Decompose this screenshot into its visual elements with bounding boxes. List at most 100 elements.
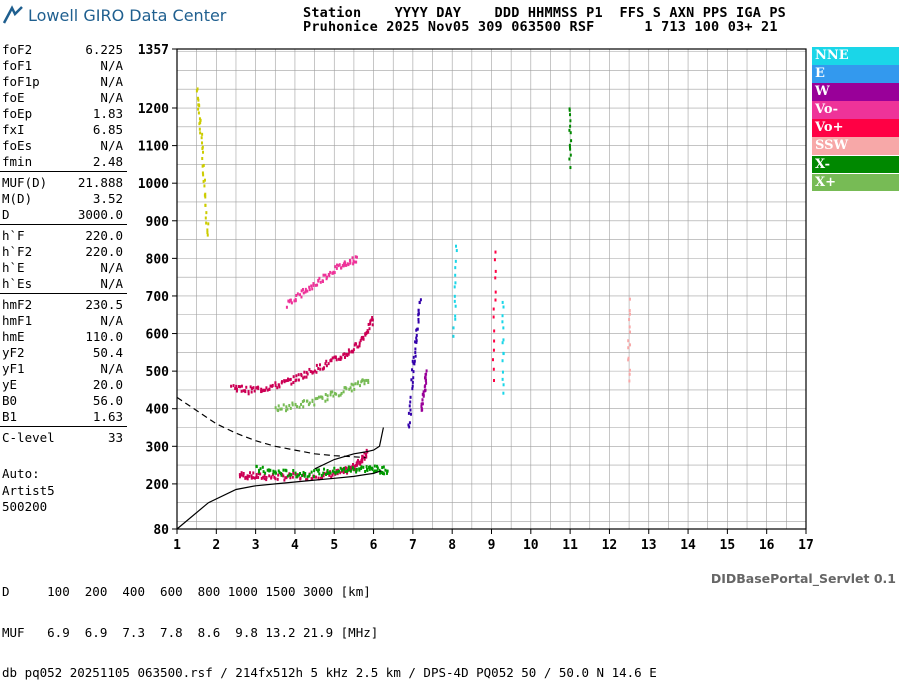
legend-item: Vo+ [812, 119, 899, 137]
legend-item: Vo- [812, 101, 899, 119]
param-value: N/A [100, 260, 123, 275]
echo-point [628, 330, 631, 334]
echo-point [628, 325, 631, 329]
param-name: hmE [2, 329, 25, 344]
echo-point [362, 337, 365, 341]
echo-point [235, 384, 238, 388]
echo-point [452, 334, 455, 338]
y-tick-label: 900 [146, 215, 170, 230]
echo-point [628, 372, 631, 376]
echo-point [328, 471, 331, 475]
echo-point [288, 378, 291, 382]
echo-point [326, 469, 329, 473]
echo-point [492, 367, 495, 371]
echo-point [285, 409, 288, 413]
echo-point [343, 466, 346, 470]
echo-point [340, 266, 343, 270]
echo-point [247, 390, 250, 394]
echo-point [327, 272, 330, 276]
echo-point [297, 378, 300, 382]
param-name: D [2, 207, 10, 222]
echo-point [283, 380, 286, 384]
echo-point [412, 361, 415, 365]
echo-point [258, 468, 261, 472]
echo-point [424, 378, 427, 382]
echo-point [240, 389, 243, 393]
echo-point [201, 157, 204, 161]
echo-point [337, 264, 340, 268]
echo-point [360, 457, 363, 461]
echo-point [266, 388, 269, 392]
echo-point [324, 273, 327, 277]
echo-point [417, 320, 420, 324]
servlet-label: DIDBasePortal_Servlet 0.1 [710, 571, 896, 586]
echo-point [425, 381, 428, 385]
echo-point [320, 476, 323, 480]
echo-point [627, 339, 630, 343]
x-tick-label: 5 [330, 538, 338, 553]
echo-point [360, 466, 363, 470]
echo-point [306, 372, 309, 376]
echo-point [265, 478, 268, 482]
echo-point [277, 383, 280, 387]
echo-point [197, 107, 200, 111]
echo-point [312, 282, 315, 286]
echo-point [249, 385, 252, 389]
echo-point [289, 298, 292, 302]
echo-point [286, 407, 289, 411]
echo-point [352, 467, 355, 471]
echo-point [314, 397, 317, 401]
echo-point [246, 477, 249, 481]
echo-point [424, 384, 427, 388]
echo-point [203, 178, 206, 182]
echo-point [297, 373, 300, 377]
echo-point [198, 127, 201, 131]
echo-point [315, 363, 318, 367]
echo-point [416, 327, 419, 331]
x-tick-label: 9 [488, 538, 496, 553]
echo-point [408, 404, 411, 408]
echo-point [303, 375, 306, 379]
echo-point [237, 385, 240, 389]
echo-point [317, 477, 320, 481]
param-value: 230.5 [85, 297, 123, 312]
echo-point [268, 387, 271, 391]
legend-item: X+ [812, 173, 899, 192]
echo-point [289, 476, 292, 480]
param-name: yF1 [2, 361, 25, 376]
echo-point [268, 469, 271, 473]
echo-point [289, 406, 292, 410]
echo-point [424, 388, 427, 392]
echo-point [419, 298, 422, 302]
echo-point [493, 329, 496, 333]
echo-point [295, 475, 298, 479]
echo-point [362, 335, 365, 339]
param-row: hmF2 230.5 [0, 297, 127, 313]
echo-point [296, 292, 299, 296]
echo-point [501, 370, 504, 374]
echo-point [315, 475, 318, 479]
param-name: fxI [2, 122, 25, 137]
echo-point [274, 471, 277, 475]
echo-point [351, 463, 354, 467]
echo-point [420, 404, 423, 408]
echo-point [356, 460, 359, 464]
echo-point [280, 473, 283, 477]
echo-point [417, 308, 420, 312]
echo-point [311, 477, 314, 481]
y-tick-label: 600 [146, 328, 170, 343]
echo-point [285, 469, 288, 473]
echo-point [407, 411, 410, 415]
echo-point [313, 403, 316, 407]
echo-point [274, 381, 277, 385]
echo-point [502, 383, 505, 387]
param-row: yE 20.0 [0, 377, 127, 393]
echo-point [202, 163, 205, 167]
echo-point [324, 362, 327, 366]
echo-point [305, 375, 308, 379]
param-value: 20.0 [92, 377, 123, 392]
ionogram-area: 1 2 3 4 5 6 7 8 9 10 11 12 13 14 15 16 17 80 200 300 400 500 6… [138, 43, 814, 553]
echo-point [242, 471, 245, 475]
x-tick-label: 1 [173, 538, 181, 553]
echo-point [349, 465, 352, 469]
